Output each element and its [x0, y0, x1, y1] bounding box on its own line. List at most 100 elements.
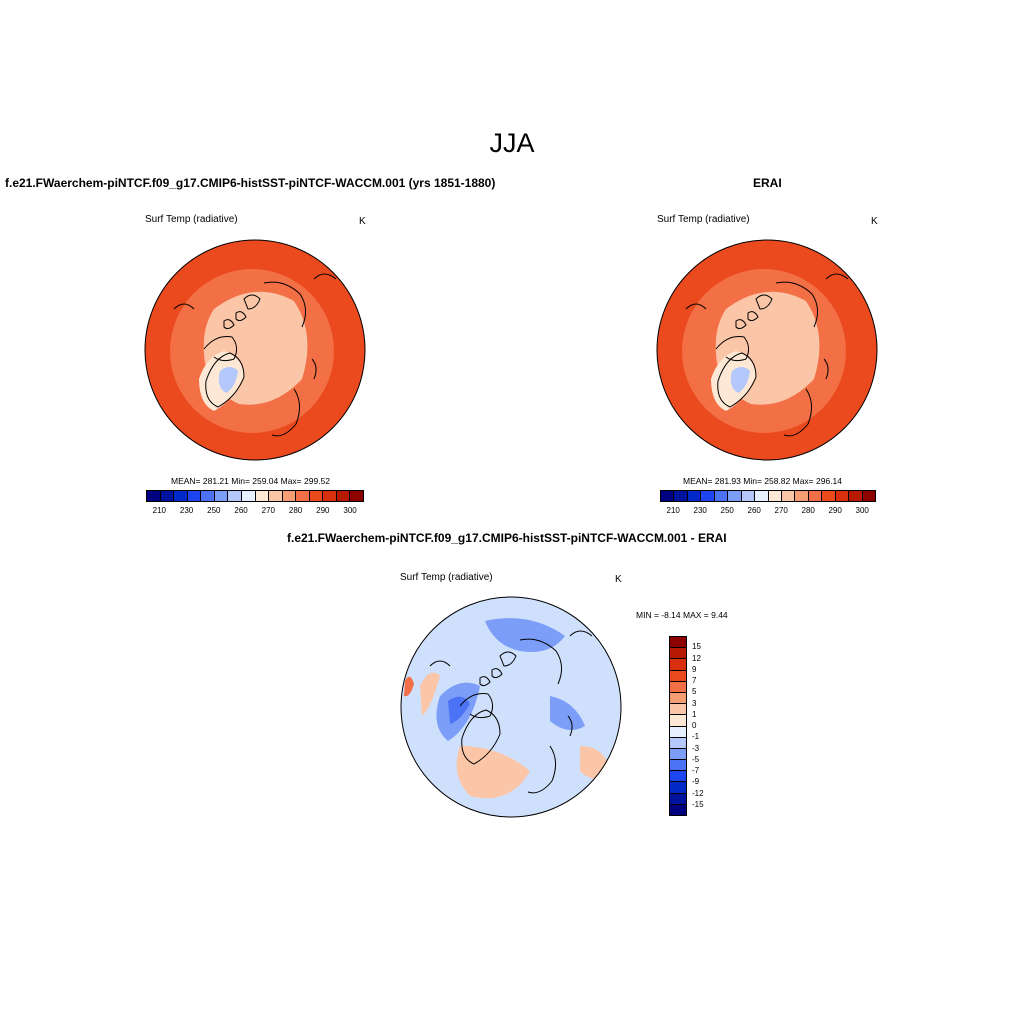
colorbar-tick-label: 290: [828, 506, 842, 515]
panel-1-variable-label: Surf Temp (radiative): [145, 214, 238, 225]
panel-1-units: K: [359, 216, 366, 227]
colorbar-swatch: [255, 491, 270, 501]
colorbar-swatch: [728, 491, 742, 501]
coastline: [823, 358, 829, 380]
colorbar-tick-label: 250: [720, 506, 734, 515]
colorbar-swatch: [670, 748, 686, 761]
coastline: [491, 668, 503, 679]
coastline: [429, 660, 451, 667]
coastline: [735, 319, 747, 330]
coastline: [527, 745, 556, 794]
map-border: [400, 596, 622, 818]
colorbar-swatch: [187, 491, 202, 501]
diff-hot-west: [404, 676, 414, 697]
coastline: [461, 709, 501, 765]
greenland-cold-core: [730, 367, 750, 393]
colorbar-swatch: [214, 491, 229, 501]
colorbar-swatch: [674, 491, 688, 501]
panel-2-colorbar-ticks: 210 230 250 260 270 280 290 300: [660, 506, 876, 518]
panel-2-polar-map: [656, 239, 878, 461]
colorbar-tick-label: -5: [692, 754, 700, 764]
colorbar-tick-label: 15: [692, 642, 701, 652]
colorbar-swatch: [174, 491, 188, 501]
colorbar-swatch: [670, 737, 686, 749]
coastline: [685, 303, 707, 310]
coastline: [479, 676, 491, 687]
colorbar-swatch: [670, 760, 686, 772]
colorbar-tick-label: 210: [152, 506, 166, 515]
panel-3-variable-label: Surf Temp (radiative): [400, 572, 493, 583]
colorbar-swatch: [670, 793, 686, 805]
colorbar-swatch: [795, 491, 809, 501]
colorbar-swatch: [336, 491, 351, 501]
colorbar-tick-label: 5: [692, 687, 697, 697]
colorbar-tick-label: 0: [692, 721, 697, 730]
colorbar-swatch: [670, 804, 686, 815]
colorbar-swatch: [269, 491, 283, 501]
colorbar-tick-label: 250: [207, 506, 221, 515]
colorbar-swatch: [835, 491, 850, 501]
coastline: [311, 358, 317, 380]
coastline: [205, 352, 245, 408]
panel-2-colorbar: [660, 490, 876, 502]
colorbar-tick-label: -7: [692, 766, 700, 775]
colorbar-swatch: [670, 692, 686, 705]
colorbar-tick-label: -15: [692, 799, 704, 809]
greenland-cold-core: [218, 367, 238, 393]
map-fill-group: [145, 240, 365, 460]
colorbar-tick-label: 300: [343, 506, 357, 515]
colorbar-swatch: [670, 670, 686, 682]
colorbar-swatch: [201, 491, 215, 501]
panel-3-polar-map: [400, 596, 622, 818]
colorbar-swatch: [822, 491, 836, 501]
colorbar-swatch: [670, 715, 686, 727]
coastline: [223, 319, 235, 330]
colorbar-tick-label: -1: [692, 732, 700, 742]
coastline: [715, 336, 750, 362]
panel-2-variable-label: Surf Temp (radiative): [657, 214, 750, 225]
coastline: [567, 715, 573, 737]
coastline: [717, 352, 757, 408]
colorbar-tick-label: 9: [692, 664, 697, 674]
colorbar-swatch: [670, 659, 686, 671]
coastline: [173, 303, 195, 310]
map-fill-group: [657, 240, 877, 460]
panel-2-units: K: [871, 216, 878, 227]
colorbar-swatch: [670, 648, 686, 660]
coastline: [747, 311, 759, 322]
colorbar-swatch: [808, 491, 823, 501]
colorbar-tick-label: 7: [692, 676, 697, 685]
coastline: [459, 693, 494, 719]
colorbar-tick-label: 1: [692, 709, 697, 719]
coastline: [775, 281, 818, 328]
coastline: [263, 281, 306, 328]
colorbar-tick-label: -9: [692, 777, 700, 787]
colorbar-swatch: [228, 491, 242, 501]
colorbar-swatch: [661, 491, 675, 501]
panel-1-colorbar-ticks: 210 230 250 260 270 280 290 300: [146, 506, 364, 518]
coastline: [499, 651, 517, 667]
diff-base: [401, 597, 621, 817]
colorbar-swatch: [670, 681, 686, 693]
panel-1-colorbar: [146, 490, 364, 502]
colorbar-swatch: [160, 491, 175, 501]
colorbar-swatch: [714, 491, 729, 501]
diff-warm-south: [456, 746, 530, 799]
panel-3-colorbar: [669, 636, 687, 816]
figure-title: JJA: [489, 128, 535, 158]
coastline: [825, 273, 849, 280]
colorbar-tick-label: -12: [692, 788, 704, 798]
coastline: [755, 294, 773, 310]
colorbar-swatch: [350, 491, 363, 501]
diff-warm-west: [420, 672, 440, 716]
panel-1-stats: MEAN= 281.21 Min= 259.04 Max= 299.52: [171, 476, 331, 486]
colorbar-swatch: [670, 782, 686, 794]
coastline: [243, 294, 261, 310]
colorbar-swatch: [687, 491, 702, 501]
colorbar-swatch: [323, 491, 337, 501]
panel-2-title: ERAI: [753, 176, 782, 190]
colorbar-tick-label: 270: [261, 506, 275, 515]
coastline: [203, 336, 238, 362]
panel-1-title: f.e21.FWaerchem-piNTCF.f09_g17.CMIP6-his…: [5, 176, 496, 190]
colorbar-tick-label: 230: [179, 506, 194, 515]
